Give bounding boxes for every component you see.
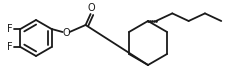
Text: F: F bbox=[7, 42, 12, 52]
Text: F: F bbox=[7, 24, 12, 34]
Text: O: O bbox=[63, 28, 70, 38]
Text: O: O bbox=[87, 3, 95, 13]
